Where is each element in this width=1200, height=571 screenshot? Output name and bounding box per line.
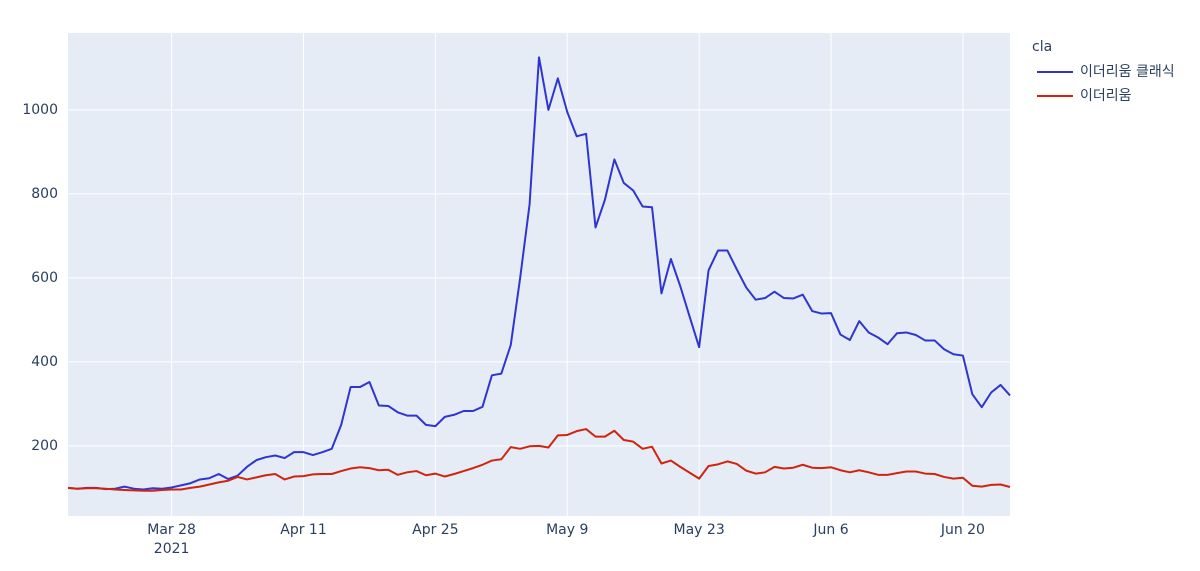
series-line	[67, 428, 1011, 492]
series-line	[67, 56, 1011, 491]
y-tick-label: 800	[31, 186, 58, 202]
y-tick-label: 400	[31, 354, 58, 370]
x-tick-label: Jun 20	[940, 522, 985, 538]
y-tick-label: 200	[31, 438, 58, 454]
y-tick-label: 1000	[22, 102, 58, 118]
x-year-label: 2021	[154, 541, 190, 557]
legend-title: cla	[1032, 39, 1052, 55]
legend-label: 이더리움	[1080, 88, 1132, 104]
x-tick-label: Mar 28	[147, 522, 196, 538]
x-tick-label: Jun 6	[812, 522, 848, 538]
x-tick-label: May 9	[546, 522, 588, 538]
y-tick-label: 600	[31, 270, 58, 286]
x-tick-label: Apr 11	[280, 522, 326, 538]
legend-label: 이더리움 클래식	[1080, 64, 1175, 80]
plot-area	[68, 33, 1010, 516]
x-tick-label: Apr 25	[412, 522, 458, 538]
x-tick-label: May 23	[674, 522, 725, 538]
